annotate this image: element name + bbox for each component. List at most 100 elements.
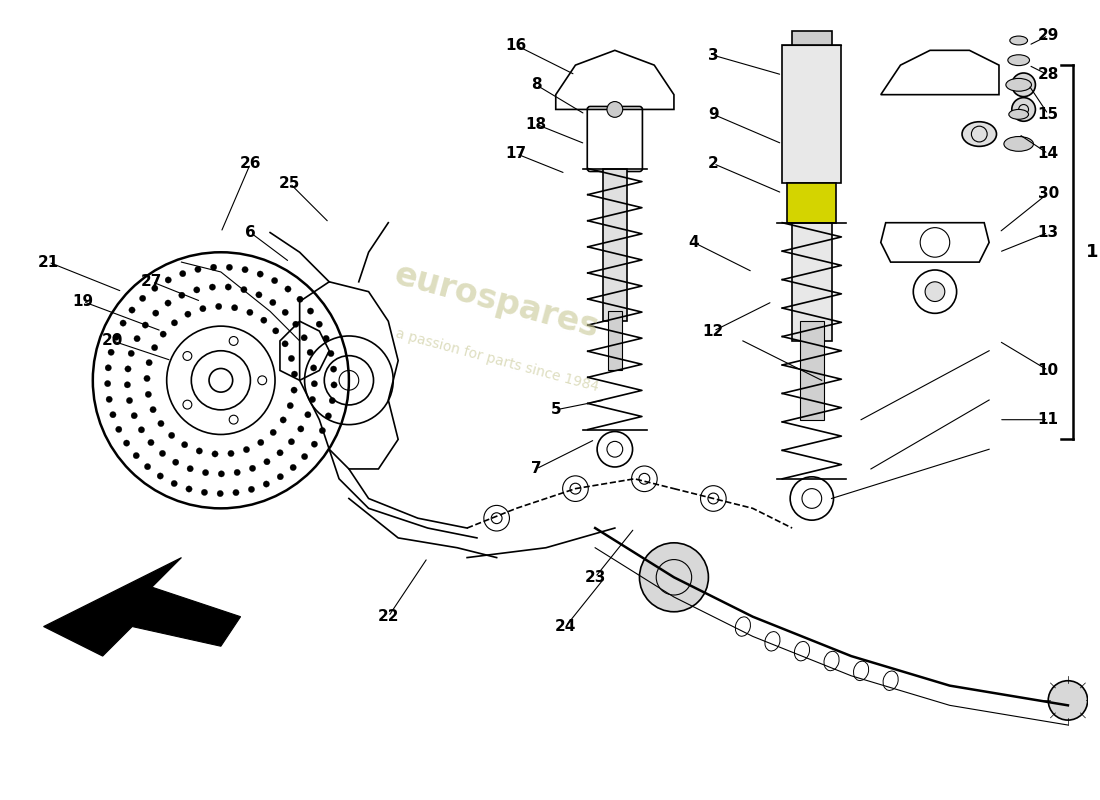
Circle shape <box>285 286 292 292</box>
Text: 4: 4 <box>689 235 698 250</box>
Circle shape <box>217 490 223 497</box>
Circle shape <box>249 486 254 493</box>
Circle shape <box>288 355 295 362</box>
Ellipse shape <box>1005 78 1032 91</box>
Text: 14: 14 <box>1037 146 1059 162</box>
Circle shape <box>210 264 217 270</box>
Circle shape <box>200 306 206 312</box>
Ellipse shape <box>1009 110 1028 119</box>
Text: 27: 27 <box>141 274 163 290</box>
Circle shape <box>187 466 194 472</box>
Bar <box>792 222 832 341</box>
Circle shape <box>165 277 172 283</box>
Circle shape <box>145 391 152 398</box>
Circle shape <box>134 335 140 342</box>
Circle shape <box>139 426 144 433</box>
Circle shape <box>216 303 222 310</box>
Ellipse shape <box>1004 137 1034 151</box>
Circle shape <box>277 474 284 480</box>
Circle shape <box>264 458 271 465</box>
Circle shape <box>147 439 154 446</box>
Bar <box>608 311 622 370</box>
Circle shape <box>241 286 248 293</box>
Circle shape <box>330 366 337 372</box>
Circle shape <box>144 375 151 382</box>
Circle shape <box>329 398 336 404</box>
Circle shape <box>110 411 117 418</box>
Circle shape <box>170 480 177 486</box>
Circle shape <box>273 328 279 334</box>
Circle shape <box>270 299 276 306</box>
Circle shape <box>307 350 314 355</box>
Circle shape <box>144 463 151 470</box>
Circle shape <box>1048 681 1088 720</box>
Text: 7: 7 <box>530 462 541 477</box>
Ellipse shape <box>1008 54 1030 66</box>
Text: eurospares: eurospares <box>390 258 603 345</box>
Text: 10: 10 <box>1037 363 1059 378</box>
Circle shape <box>290 464 296 470</box>
Text: 13: 13 <box>1037 225 1059 240</box>
Circle shape <box>331 382 338 388</box>
Circle shape <box>288 438 295 445</box>
Circle shape <box>305 411 311 418</box>
Circle shape <box>316 321 322 327</box>
Circle shape <box>113 334 119 341</box>
Circle shape <box>120 320 127 326</box>
Circle shape <box>319 427 326 434</box>
Circle shape <box>257 271 263 278</box>
Circle shape <box>178 292 185 298</box>
Circle shape <box>1012 73 1035 97</box>
Circle shape <box>226 284 231 290</box>
Text: 17: 17 <box>506 146 527 162</box>
Circle shape <box>182 442 188 448</box>
Circle shape <box>280 417 286 423</box>
Circle shape <box>153 310 158 316</box>
Circle shape <box>124 382 131 388</box>
Circle shape <box>179 270 186 277</box>
Circle shape <box>157 420 164 426</box>
Circle shape <box>104 381 111 386</box>
Circle shape <box>140 295 146 302</box>
Text: 28: 28 <box>1037 67 1059 82</box>
Circle shape <box>150 406 156 413</box>
Text: 12: 12 <box>703 323 724 338</box>
Circle shape <box>256 292 262 298</box>
Circle shape <box>186 486 192 492</box>
Circle shape <box>287 402 294 409</box>
Text: 18: 18 <box>526 117 547 132</box>
Circle shape <box>106 396 112 402</box>
Circle shape <box>282 310 288 315</box>
Text: 24: 24 <box>554 619 576 634</box>
Circle shape <box>277 450 283 456</box>
Circle shape <box>126 398 133 404</box>
Circle shape <box>301 334 307 341</box>
Text: 15: 15 <box>1037 107 1059 122</box>
Circle shape <box>311 381 318 387</box>
Circle shape <box>326 413 331 419</box>
Circle shape <box>124 366 131 372</box>
Circle shape <box>250 465 255 471</box>
Circle shape <box>172 320 177 326</box>
Circle shape <box>228 450 234 457</box>
Text: 25: 25 <box>279 176 300 191</box>
Bar <box>792 30 832 46</box>
Text: 16: 16 <box>506 38 527 53</box>
Text: 1: 1 <box>1086 243 1098 262</box>
Circle shape <box>123 440 130 446</box>
Circle shape <box>116 426 122 433</box>
Text: 2: 2 <box>708 156 718 171</box>
Circle shape <box>227 264 232 270</box>
Text: 20: 20 <box>102 334 123 349</box>
Circle shape <box>310 365 317 371</box>
Circle shape <box>1012 98 1035 122</box>
Circle shape <box>311 441 318 447</box>
Circle shape <box>212 450 218 457</box>
Text: 8: 8 <box>530 78 541 92</box>
Circle shape <box>246 310 253 315</box>
Text: 26: 26 <box>240 156 261 171</box>
Circle shape <box>202 470 209 476</box>
Circle shape <box>152 285 158 291</box>
Text: 11: 11 <box>1037 412 1058 427</box>
Text: 19: 19 <box>73 294 94 309</box>
